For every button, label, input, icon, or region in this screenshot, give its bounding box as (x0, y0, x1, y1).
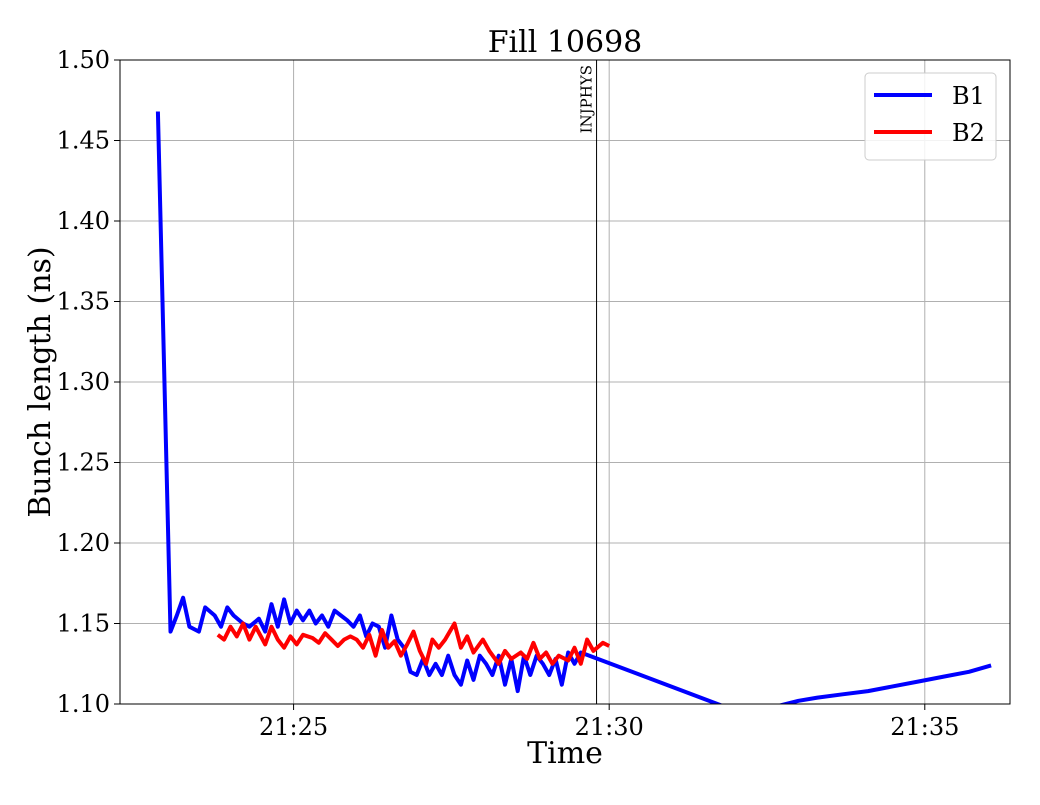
x-axis-ticks: 21:25 21:30 21:35 (259, 704, 959, 741)
series-line-b1 (155, 111, 992, 704)
y-tick-label: 1.35 (57, 288, 110, 316)
x-tick-label: 21:35 (890, 713, 959, 741)
legend-label-b1: B1 (952, 82, 985, 110)
series-lines (155, 111, 992, 704)
y-axis-label: Bunch length (ns) (23, 246, 58, 517)
vertical-markers: INJPHYS (578, 60, 598, 704)
y-tick-label: 1.50 (57, 46, 110, 74)
y-tick-label: 1.45 (57, 127, 110, 155)
chart-title: Fill 10698 (488, 25, 643, 60)
legend-label-b2: B2 (952, 119, 985, 147)
y-tick-label: 1.20 (57, 529, 110, 557)
y-tick-label: 1.25 (57, 449, 110, 477)
x-axis-label: Time (527, 736, 603, 771)
x-tick-label: 21:25 (259, 713, 328, 741)
x-tick-label: 21:30 (575, 713, 644, 741)
injphys-marker-label: INJPHYS (578, 65, 596, 133)
y-tick-label: 1.15 (57, 610, 110, 638)
y-tick-label: 1.10 (57, 690, 110, 718)
series-line-b2 (216, 621, 611, 666)
y-tick-label: 1.40 (57, 207, 110, 235)
y-axis-ticks: 1.10 1.15 1.20 1.25 1.30 1.35 1.40 1.45 1.50 (57, 46, 120, 718)
y-tick-label: 1.30 (57, 368, 110, 396)
